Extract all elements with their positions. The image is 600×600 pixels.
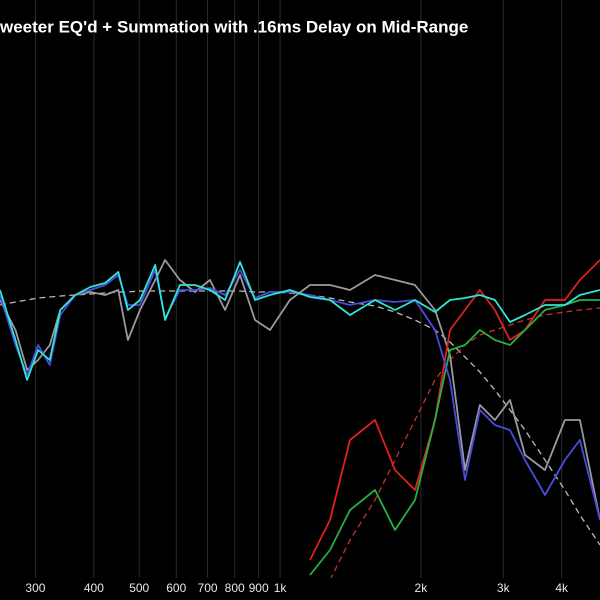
- x-tick-label: 1k: [274, 581, 288, 595]
- x-tick-label: 900: [249, 581, 269, 595]
- chart-title: weeter EQ'd + Summation with .16ms Delay…: [0, 17, 468, 36]
- x-tick-label: 800: [225, 581, 245, 595]
- series-line: [309, 299, 600, 576]
- lines: [0, 259, 600, 581]
- labels: 300 400 500 600 700 800 900 1k 2k 3k 4k: [25, 581, 569, 595]
- series-line: [309, 259, 600, 561]
- grid: [34, 0, 563, 600]
- x-tick-label: 700: [198, 581, 218, 595]
- x-tick-label: 2k: [415, 581, 429, 595]
- x-tick-label: 400: [84, 581, 104, 595]
- x-tick-label: 300: [25, 581, 45, 595]
- x-tick-label: 4k: [555, 581, 569, 595]
- x-tick-label: 3k: [497, 581, 511, 595]
- x-tick-label: 500: [129, 581, 149, 595]
- x-tick-label: 600: [166, 581, 186, 595]
- series-line: [329, 307, 600, 581]
- series-line: [0, 261, 600, 381]
- axis-band: [0, 578, 600, 600]
